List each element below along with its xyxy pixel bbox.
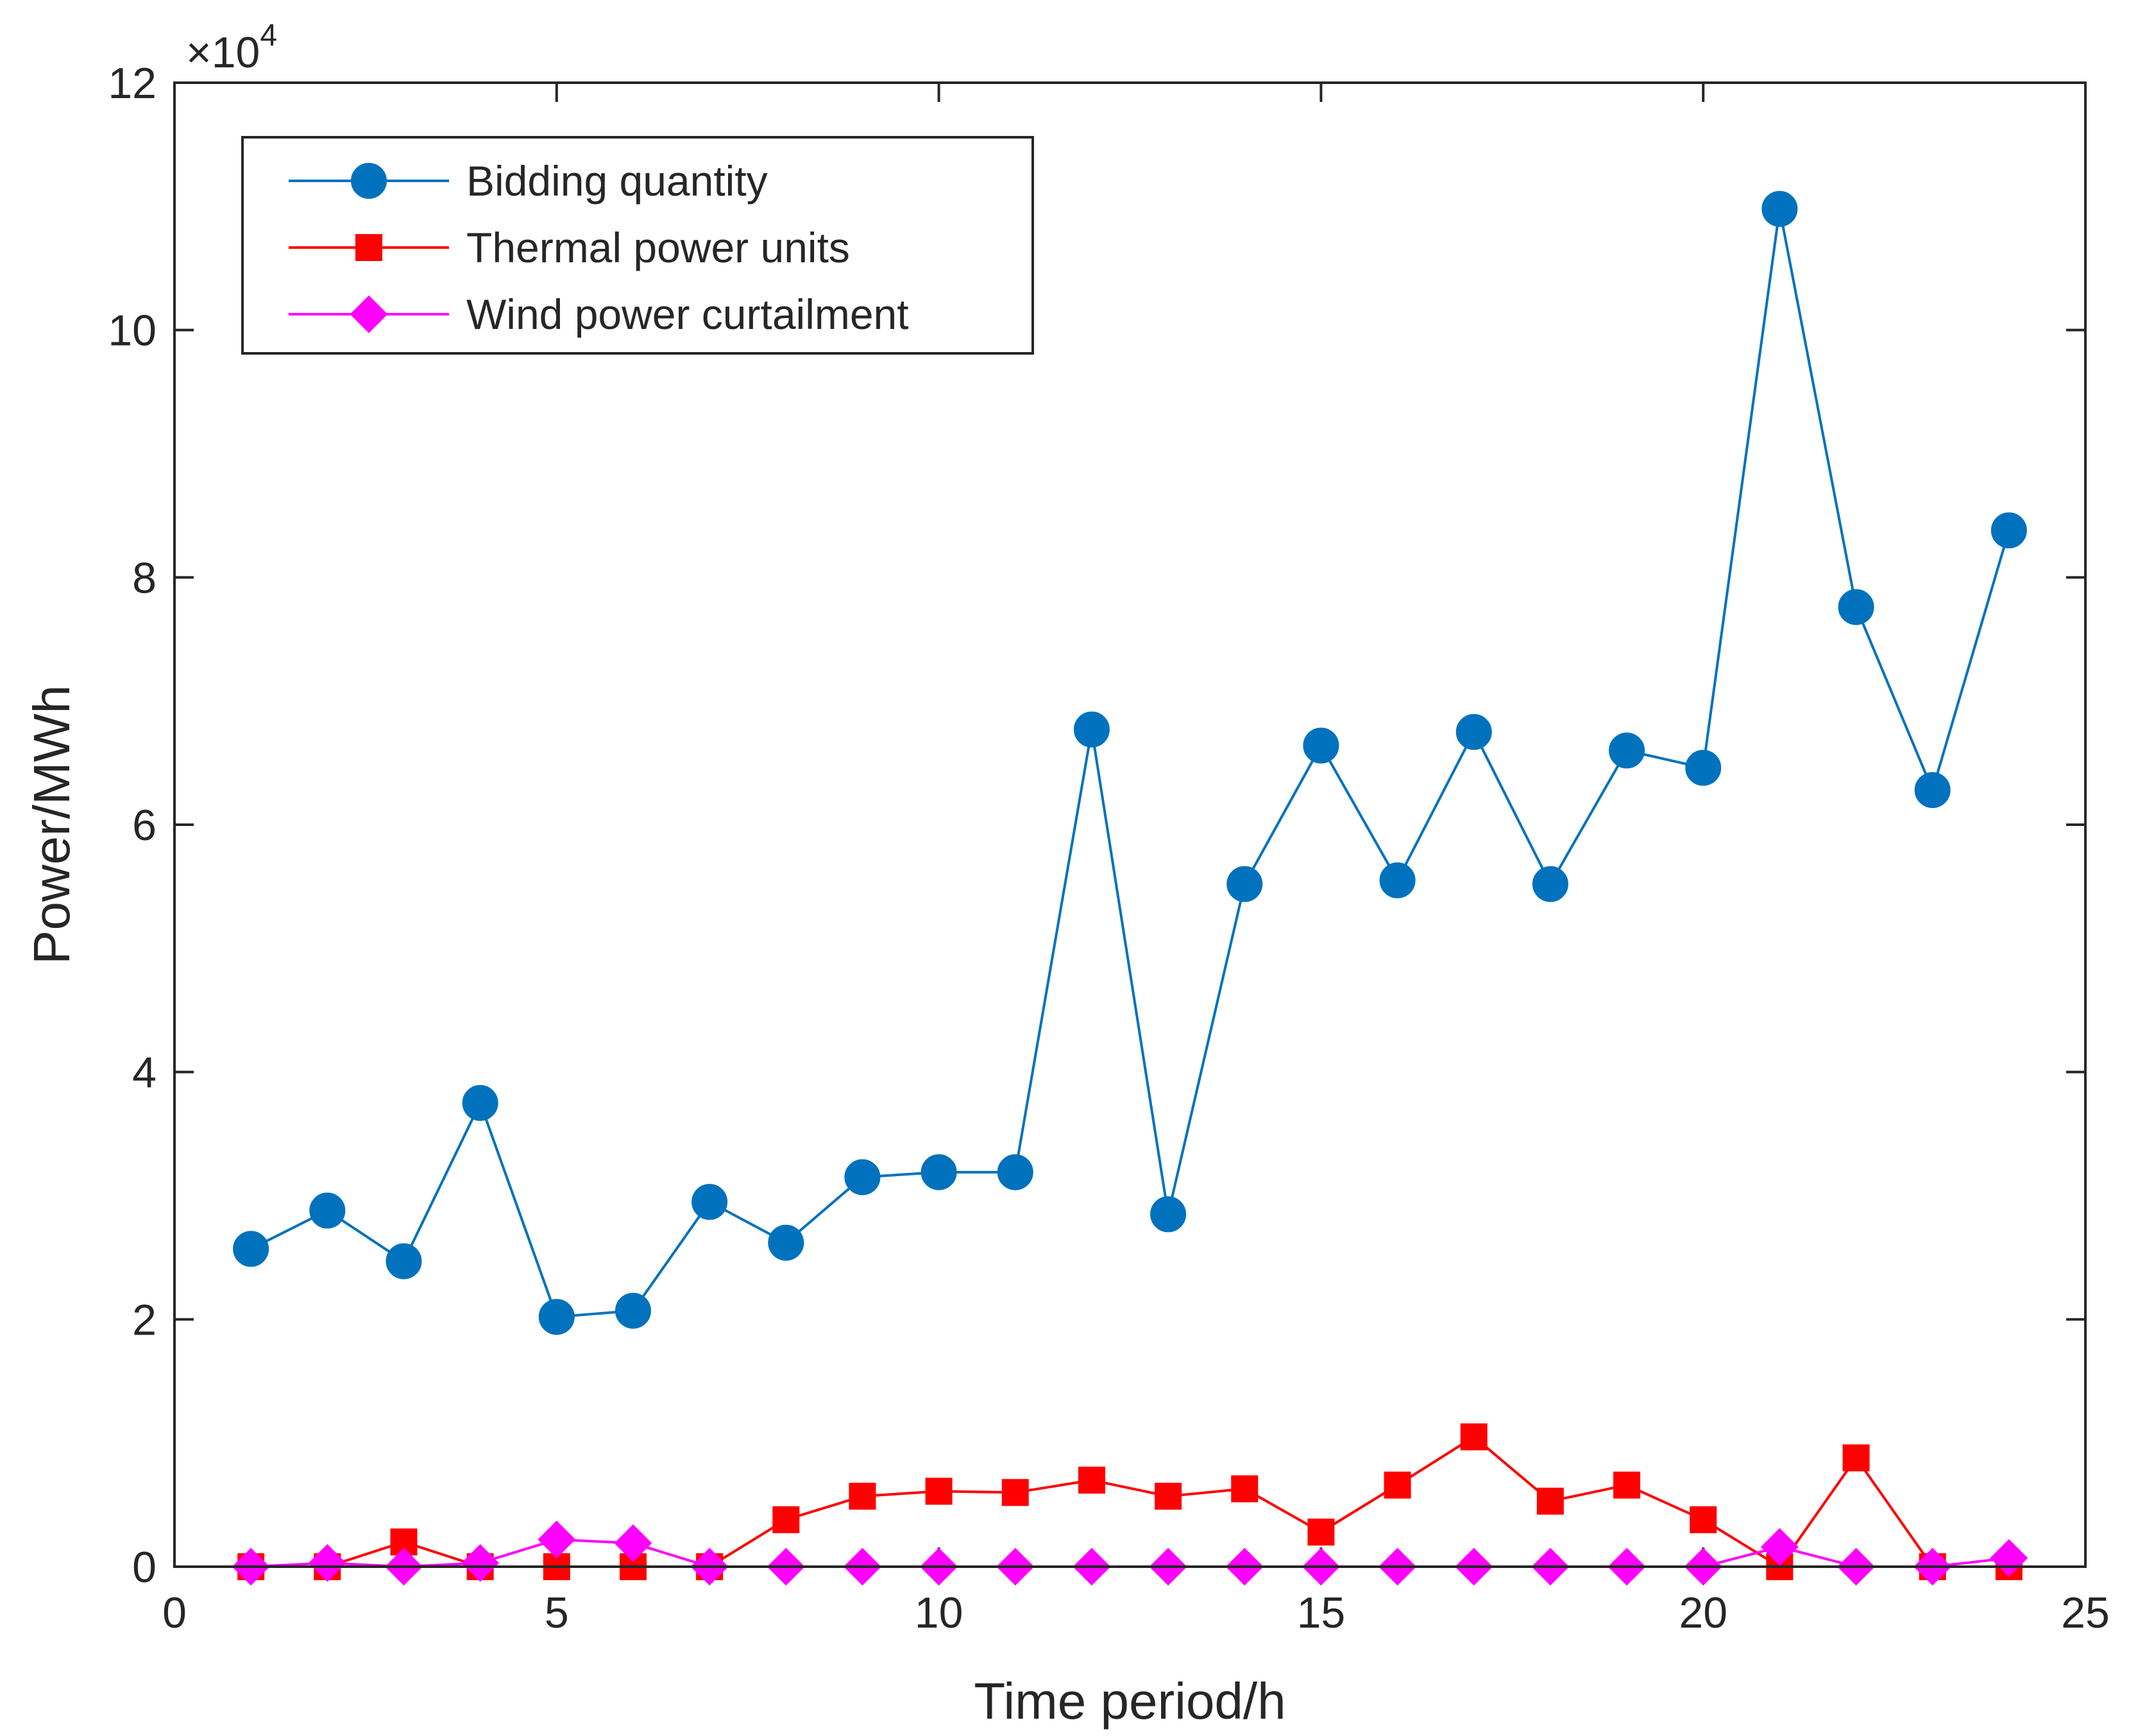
legend-label: Thermal power units xyxy=(466,224,850,271)
data-point-bidding-quantity xyxy=(309,1192,346,1229)
data-point-thermal-power-units xyxy=(1384,1471,1411,1499)
y-exponent: 4 xyxy=(260,19,277,53)
y-multiplier: ×10 xyxy=(186,28,260,77)
data-point-bidding-quantity xyxy=(1761,190,1798,227)
y-tick-label: 12 xyxy=(108,59,157,108)
data-point-bidding-quantity xyxy=(1609,732,1645,769)
data-point-bidding-quantity xyxy=(1073,711,1110,748)
x-tick-label: 25 xyxy=(2061,1589,2110,1637)
x-tick-label: 0 xyxy=(162,1589,187,1637)
data-point-bidding-quantity xyxy=(1303,727,1339,764)
data-point-bidding-quantity xyxy=(615,1292,651,1329)
legend-marker xyxy=(350,295,388,333)
data-point-bidding-quantity xyxy=(1914,772,1951,809)
series-line-bidding-quantity xyxy=(250,208,2010,1319)
data-point-bidding-quantity xyxy=(768,1224,804,1261)
data-point-wind-power-curtailment xyxy=(461,1544,500,1582)
x-tick-label: 15 xyxy=(1297,1589,1346,1637)
legend: Bidding quantity Thermal power units Wind … xyxy=(241,136,1034,355)
data-point-thermal-power-units xyxy=(1613,1471,1641,1499)
data-point-thermal-power-units xyxy=(1307,1519,1335,1546)
y-tick-label: 6 xyxy=(132,801,157,850)
data-point-bidding-quantity xyxy=(921,1154,957,1190)
data-point-thermal-power-units xyxy=(1690,1506,1717,1533)
y-tick-label: 0 xyxy=(132,1543,157,1592)
x-tick-label: 20 xyxy=(1679,1589,1727,1637)
legend-entry-thermal-power-units: Thermal power units xyxy=(289,224,850,271)
data-point-thermal-power-units xyxy=(1460,1423,1488,1451)
data-point-thermal-power-units xyxy=(772,1506,800,1533)
y-exponent-label: ×104 xyxy=(186,19,277,77)
data-point-bidding-quantity xyxy=(997,1154,1033,1190)
data-point-thermal-power-units xyxy=(925,1478,953,1505)
series-bidding-quantity xyxy=(233,190,2027,1335)
y-tick-label: 4 xyxy=(132,1049,157,1097)
y-tick-label: 8 xyxy=(132,553,157,602)
data-point-bidding-quantity xyxy=(1990,512,2027,549)
legend-entry-bidding-quantity: Bidding quantity xyxy=(289,157,768,205)
legend-marker xyxy=(351,163,387,199)
data-point-thermal-power-units xyxy=(849,1483,876,1510)
data-point-thermal-power-units xyxy=(1231,1475,1259,1503)
data-point-bidding-quantity xyxy=(1379,862,1416,898)
data-point-wind-power-curtailment xyxy=(1760,1528,1799,1566)
data-point-bidding-quantity xyxy=(691,1184,728,1220)
data-point-bidding-quantity xyxy=(1532,866,1568,902)
data-point-bidding-quantity xyxy=(1838,589,1874,625)
data-point-wind-power-curtailment xyxy=(614,1524,652,1562)
y-tick-label: 2 xyxy=(132,1295,157,1344)
data-point-wind-power-curtailment xyxy=(538,1521,576,1558)
axes-frame xyxy=(173,81,2087,1568)
data-point-thermal-power-units xyxy=(1078,1467,1105,1494)
data-point-bidding-quantity xyxy=(1226,866,1263,902)
y-axis-label: Power/MWh xyxy=(23,685,80,965)
data-point-thermal-power-units xyxy=(1001,1479,1029,1506)
data-point-wind-power-curtailment xyxy=(308,1544,346,1582)
legend-label: Bidding quantity xyxy=(466,157,768,205)
data-point-bidding-quantity xyxy=(1455,714,1492,750)
data-point-thermal-power-units xyxy=(1842,1444,1870,1472)
y-tick-label: 10 xyxy=(108,307,157,355)
data-point-thermal-power-units xyxy=(1536,1487,1564,1515)
data-point-bidding-quantity xyxy=(538,1299,575,1335)
data-point-bidding-quantity xyxy=(462,1084,498,1121)
x-tick-label: 10 xyxy=(915,1589,963,1637)
data-point-bidding-quantity xyxy=(386,1243,422,1279)
data-point-bidding-quantity xyxy=(1685,750,1722,786)
tick-labels: 0 5 10 15 20 25 0 2 4 6 8 10 12 xyxy=(108,59,2109,1637)
data-point-bidding-quantity xyxy=(233,1231,269,1267)
x-axis-label: Time period/h xyxy=(974,1673,1285,1730)
data-point-thermal-power-units xyxy=(1155,1483,1182,1510)
series-layer xyxy=(232,190,2028,1586)
legend-label: Wind power curtailment xyxy=(466,291,909,338)
legend-marker xyxy=(355,234,382,261)
data-point-bidding-quantity xyxy=(844,1159,881,1195)
data-point-bidding-quantity xyxy=(1150,1196,1187,1233)
x-tick-label: 5 xyxy=(545,1589,569,1637)
legend-entry-wind-power-curtailment: Wind power curtailment xyxy=(289,291,909,338)
